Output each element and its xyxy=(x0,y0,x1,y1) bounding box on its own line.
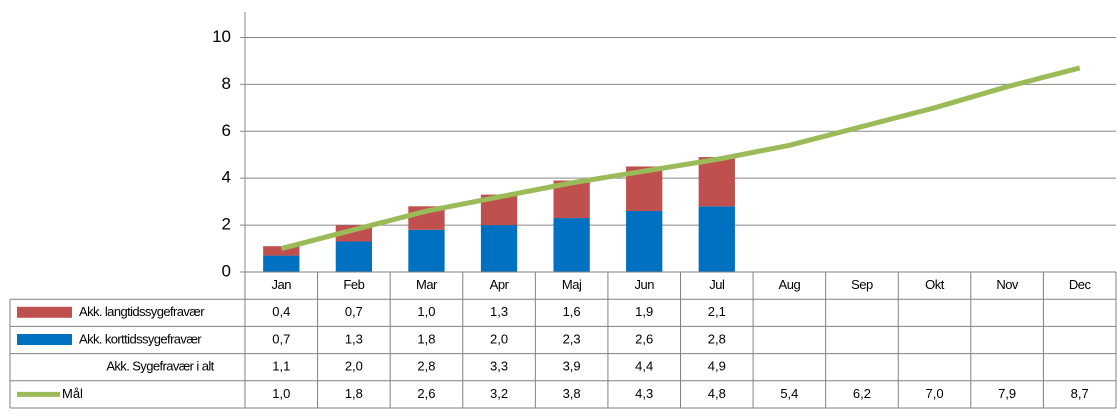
table-value: 0,4 xyxy=(272,304,290,319)
legend-swatch xyxy=(17,306,72,318)
table-value: 5,4 xyxy=(780,386,798,401)
table-value: 1,9 xyxy=(635,304,653,319)
table-value: 1,3 xyxy=(490,304,508,319)
x-tick-label: Apr xyxy=(490,277,510,292)
x-tick-label: Jan xyxy=(272,277,292,292)
table-value: 3,8 xyxy=(563,386,581,401)
bar xyxy=(408,229,445,272)
x-tick-label: Okt xyxy=(925,277,945,292)
bar xyxy=(698,206,735,272)
table-value: 2,0 xyxy=(490,331,508,346)
x-tick-label: Nov xyxy=(996,277,1019,292)
legend-label: Mål xyxy=(62,386,83,401)
legend-label: Akk. langtidssygefravær xyxy=(79,304,205,319)
table-value: 3,9 xyxy=(563,359,581,374)
table-value: 4,3 xyxy=(635,386,653,401)
table-value: 1,6 xyxy=(563,304,581,319)
bar xyxy=(263,255,300,272)
table-value: 2,0 xyxy=(345,359,363,374)
table-value: 8,7 xyxy=(1071,386,1089,401)
x-tick-label: Feb xyxy=(343,277,364,292)
bar xyxy=(626,211,663,272)
y-tick-label: 4 xyxy=(222,168,231,187)
table-value: 4,8 xyxy=(708,386,726,401)
y-tick-label: 6 xyxy=(222,121,231,140)
x-tick-label: Mar xyxy=(416,277,438,292)
table-value: 2,3 xyxy=(563,331,581,346)
bar xyxy=(480,225,518,272)
y-tick-label: 8 xyxy=(222,74,231,93)
table-value: 1,8 xyxy=(417,331,435,346)
table-value: 2,6 xyxy=(417,386,435,401)
table-value: 2,1 xyxy=(708,304,726,319)
table-value: 1,3 xyxy=(345,331,363,346)
table-value: 1,1 xyxy=(272,359,290,374)
table-value: 2,8 xyxy=(708,331,726,346)
legend-swatch xyxy=(17,334,72,345)
table-value: 7,0 xyxy=(926,386,944,401)
x-tick-label: Maj xyxy=(562,277,582,292)
legend-label: Akk. Sygefravær i alt xyxy=(106,359,214,374)
y-tick-label: 2 xyxy=(222,215,231,234)
bar xyxy=(698,157,735,207)
table-value: 6,2 xyxy=(853,386,871,401)
bar xyxy=(553,218,590,272)
x-tick-label: Sep xyxy=(851,277,873,292)
bar xyxy=(263,246,300,256)
table-value: 0,7 xyxy=(272,331,290,346)
table-value: 1,0 xyxy=(272,386,290,401)
data-table xyxy=(9,271,1117,409)
y-tick-label: 0 xyxy=(222,261,231,280)
table-value: 4,9 xyxy=(708,359,726,374)
x-tick-label: Dec xyxy=(1069,277,1092,292)
table-value: 3,2 xyxy=(490,386,508,401)
table-value: 1,8 xyxy=(345,386,363,401)
x-tick-label: Jun xyxy=(634,277,654,292)
table-value: 7,9 xyxy=(998,386,1016,401)
x-tick-label: Aug xyxy=(779,277,801,292)
table-value: 3,3 xyxy=(490,359,508,374)
legend-label: Akk. korttidssygefravær xyxy=(79,331,202,346)
line xyxy=(280,65,1081,251)
table-value: 2,6 xyxy=(635,331,653,346)
x-tick-label: Jul xyxy=(709,277,725,292)
y-tick-label: 10 xyxy=(212,27,231,46)
bar xyxy=(335,241,373,272)
table-value: 4,4 xyxy=(635,359,653,374)
table-value: 0,7 xyxy=(345,304,363,319)
table-value: 2,8 xyxy=(417,359,435,374)
table-value: 1,0 xyxy=(417,304,435,319)
